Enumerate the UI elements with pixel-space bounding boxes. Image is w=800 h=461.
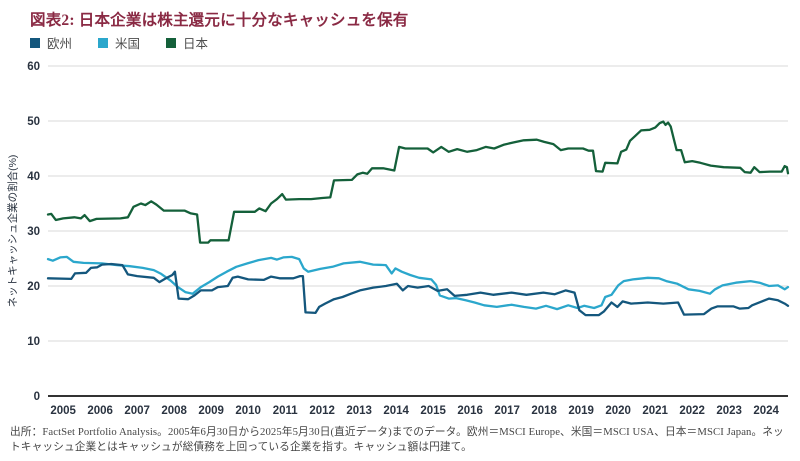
legend-item-usa: 米国 [98,33,140,52]
x-tick-label: 2017 [494,405,520,417]
x-tick-label: 2007 [124,405,150,417]
legend-swatch-japan [166,37,177,48]
y-tick-label: 10 [27,336,40,348]
x-tick-label: 2013 [346,405,372,417]
x-tick-label: 2015 [420,405,446,417]
x-tick-label: 2011 [273,405,299,417]
y-tick-label: 40 [27,171,40,183]
legend-label-japan: 日本 [183,37,209,51]
legend-item-europe: 欧州 [30,33,72,52]
y-axis-title: ネットキャッシュ企業の割合(%) [6,155,19,308]
x-tick-label: 2006 [87,405,113,417]
y-tick-label: 0 [34,391,40,403]
legend-label-usa: 米国 [115,37,141,51]
chart-title: 図表2: 日本企業は株主還元に十分なキャッシュを保有 [30,12,409,29]
legend-swatch-europe [30,37,40,48]
series-line-europe [46,262,790,317]
x-tick-label: 2019 [568,405,594,417]
source-note: 出所：FactSet Portfolio Analysis。2005年6月30日… [10,426,784,453]
x-tick-label: 2021 [642,405,668,417]
x-tick-label: 2005 [50,405,76,417]
x-tick-label: 2008 [161,405,187,417]
chart-legend: 欧州 米国 日本 [30,33,208,52]
legend-item-japan: 日本 [166,33,208,52]
y-tick-label: 60 [27,61,40,73]
x-tick-label: 2023 [716,405,742,417]
x-tick-label: 2024 [753,405,779,417]
x-tick-label: 2016 [457,405,483,417]
x-tick-label: 2018 [531,405,557,417]
y-tick-label: 30 [27,226,40,238]
y-tick-label: 50 [27,116,40,128]
legend-swatch-usa [98,37,109,48]
x-tick-label: 2022 [679,405,705,417]
x-tick-label: 2014 [383,405,409,417]
legend-label-europe: 欧州 [47,37,73,51]
x-tick-label: 2009 [198,405,224,417]
x-tick-label: 2010 [235,405,261,417]
series-line-japan [46,120,790,244]
x-tick-label: 2012 [309,405,335,417]
x-tick-label: 2020 [605,405,631,417]
series-line-usa [46,255,790,311]
y-tick-label: 20 [27,281,40,293]
